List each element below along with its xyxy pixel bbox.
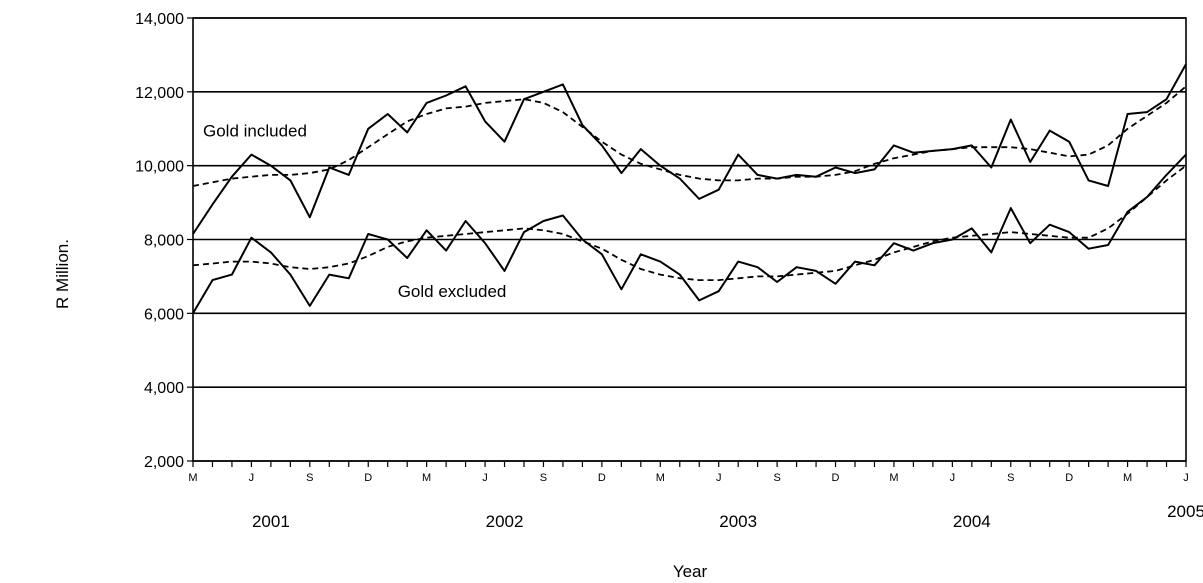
month-tick-label: S <box>306 472 313 484</box>
gridlines <box>193 17 1186 462</box>
month-tick-label: M <box>1123 472 1132 484</box>
y-tick-label: 6,000 <box>144 306 184 323</box>
year-label: 2001 <box>252 512 290 531</box>
labels: 2,000 4,000 6,000 8,000 10,000 12,000 14,000 M J… <box>135 11 1203 531</box>
axes <box>187 17 1187 467</box>
month-tick-label: S <box>773 472 780 484</box>
month-tick-label: D <box>598 472 606 484</box>
month-tick-label: S <box>540 472 547 484</box>
month-tick-label: D <box>364 472 372 484</box>
month-tick-label: D <box>1065 472 1073 484</box>
y-tick-label: 8,000 <box>144 233 184 250</box>
year-label: 2003 <box>719 512 757 531</box>
month-tick-label: M <box>656 472 665 484</box>
annotation: Gold included <box>203 122 307 141</box>
plot-border <box>192 17 1187 462</box>
month-tick-label: D <box>832 472 840 484</box>
y-tick-label: 14,000 <box>135 11 184 28</box>
y-axis-label: R Million. <box>53 239 72 309</box>
series-line-0 <box>192 63 1187 235</box>
series-line-2 <box>192 153 1187 314</box>
month-tick-label: J <box>716 472 722 484</box>
y-tick-label: 10,000 <box>135 159 184 176</box>
x-axis-label: Year <box>673 562 708 581</box>
year-label: 2002 <box>486 512 524 531</box>
year-label: 2004 <box>953 512 991 531</box>
month-tick-label: J <box>1183 472 1189 484</box>
month-tick-label: J <box>482 472 488 484</box>
trend-line-3 <box>192 164 1187 282</box>
y-tick-label: 2,000 <box>144 454 184 471</box>
series-lines <box>192 63 1187 314</box>
annotation: Gold excluded <box>398 282 507 301</box>
month-tick-label: J <box>249 472 255 484</box>
month-tick-label: M <box>188 472 197 484</box>
y-tick-label: 12,000 <box>135 85 184 102</box>
month-tick-label: M <box>422 472 431 484</box>
y-tick-label: 4,000 <box>144 380 184 397</box>
month-tick-label: J <box>950 472 956 484</box>
trend-line-1 <box>192 85 1187 187</box>
year-label: 2005 <box>1167 502 1203 521</box>
month-tick-label: S <box>1007 472 1014 484</box>
month-tick-label: M <box>889 472 898 484</box>
